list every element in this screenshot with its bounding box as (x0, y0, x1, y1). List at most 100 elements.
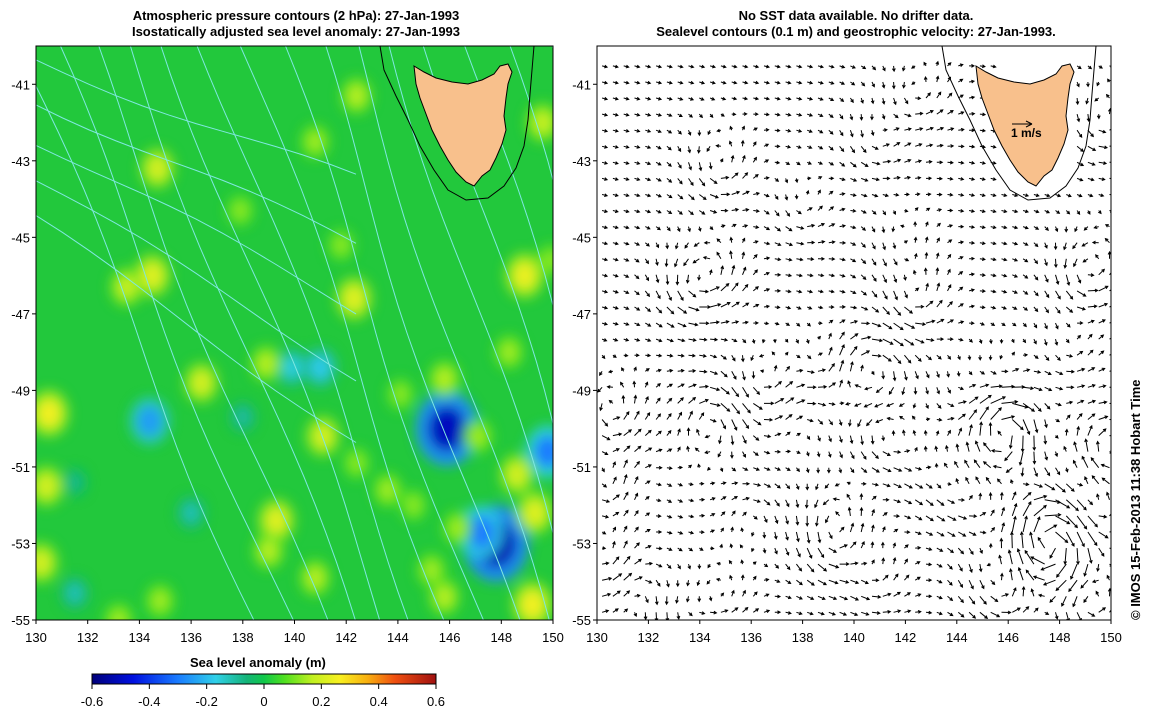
velocity-arrow-457 (740, 574, 745, 581)
velocity-arrow-651 (796, 273, 803, 278)
velocity-arrow-1212 (969, 256, 976, 261)
velocity-arrow-702 (817, 579, 828, 586)
velocity-arrow-911 (882, 592, 892, 597)
left-lon-tick-0: 130 (25, 630, 47, 645)
velocity-arrow-1209 (969, 304, 976, 309)
velocity-arrow-448 (730, 154, 735, 163)
velocity-arrow-661 (796, 113, 803, 117)
velocity-arrow-991 (902, 429, 906, 436)
velocity-arrow-823 (850, 320, 859, 324)
velocity-arrow-1097 (936, 417, 943, 422)
velocity-arrow-8 (601, 483, 608, 488)
velocity-arrow-1404 (1037, 593, 1045, 598)
right-lon-tick-9: 148 (1049, 630, 1071, 645)
velocity-arrow-434 (731, 387, 740, 398)
velocity-arrow-153 (644, 395, 649, 404)
velocity-arrow-704 (817, 547, 825, 559)
velocity-arrow-501 (752, 435, 760, 441)
velocity-arrow-499 (753, 467, 760, 471)
velocity-arrow-1583 (1098, 145, 1109, 150)
velocity-arrow-659 (796, 145, 802, 149)
velocity-arrow-1154 (947, 62, 952, 67)
velocity-arrow-728 (817, 161, 824, 165)
velocity-arrow-715 (817, 368, 827, 373)
velocity-arrow-1316 (1001, 273, 1008, 278)
velocity-arrow-1197 (968, 494, 973, 501)
velocity-arrow-120 (633, 366, 637, 372)
velocity-arrow-390 (720, 527, 724, 533)
velocity-arrow-358 (709, 481, 716, 486)
velocity-arrow-986 (904, 515, 912, 520)
velocity-arrow-211 (664, 596, 669, 606)
velocity-arrow-873 (860, 81, 866, 87)
velocity-arrow-322 (699, 497, 706, 502)
velocity-arrow-677 (807, 418, 814, 423)
velocity-arrow-768 (828, 81, 835, 85)
velocity-arrow-1435 (1055, 531, 1069, 544)
velocity-arrow-212 (666, 580, 670, 588)
velocity-arrow-686 (807, 273, 814, 278)
velocity-arrow-1515 (1076, 113, 1081, 123)
velocity-arrow-1139 (947, 301, 953, 308)
velocity-arrow-1405 (1032, 575, 1045, 581)
velocity-arrow-1487 (1070, 563, 1078, 580)
velocity-arrow-798 (839, 161, 846, 167)
velocity-arrow-657 (794, 178, 799, 184)
anomaly-core-4 (137, 406, 162, 436)
velocity-arrow-482 (742, 172, 749, 179)
velocity-arrow-432 (731, 419, 738, 431)
velocity-arrow-1101 (936, 354, 942, 360)
velocity-arrow-419 (720, 64, 727, 69)
velocity-arrow-1558 (1098, 547, 1105, 557)
velocity-arrow-435 (731, 371, 737, 380)
velocity-arrow-1466 (1065, 467, 1069, 473)
velocity-arrow-269 (676, 226, 681, 233)
velocity-arrow-1482 (1065, 210, 1071, 215)
velocity-arrow-1465 (1065, 483, 1075, 492)
left-lon-tick-9: 148 (490, 630, 512, 645)
velocity-arrow-1416 (1044, 403, 1051, 410)
velocity-arrow-672 (804, 499, 809, 509)
velocity-arrow-185 (655, 448, 663, 453)
right-lon-tick-4: 138 (792, 630, 814, 645)
velocity-arrow-884 (871, 467, 880, 473)
velocity-arrow-1002 (904, 257, 910, 262)
velocity-arrow-1504 (1076, 290, 1087, 297)
velocity-arrow-503 (753, 402, 763, 410)
velocity-arrow-1283 (990, 241, 997, 246)
velocity-arrow-1240 (979, 370, 986, 375)
velocity-arrow-1366 (1022, 338, 1027, 344)
velocity-arrow-1336 (1012, 385, 1026, 389)
velocity-arrow-744 (826, 467, 831, 474)
velocity-arrow-149 (645, 464, 652, 469)
velocity-arrow-504 (752, 386, 761, 395)
velocity-arrow-483 (742, 154, 746, 163)
velocity-arrow-578 (774, 321, 780, 326)
velocity-arrow-955 (893, 450, 902, 454)
velocity-arrow-579 (774, 305, 781, 310)
velocity-arrow-38 (612, 556, 620, 565)
velocity-arrow-1130 (945, 444, 949, 452)
velocity-arrow-550 (763, 210, 770, 215)
velocity-arrow-266 (675, 274, 680, 286)
velocity-arrow-1171 (957, 355, 961, 361)
velocity-arrow-1311 (999, 355, 1003, 360)
velocity-arrow-1349 (1022, 606, 1030, 613)
velocity-arrow-35 (612, 608, 619, 613)
velocity-arrow-1490 (1076, 515, 1088, 530)
anomaly-core-27 (542, 250, 553, 271)
velocity-arrow-628 (785, 80, 792, 85)
velocity-arrow-283 (687, 563, 691, 570)
velocity-arrow-4 (602, 546, 607, 550)
velocity-arrow-1160 (958, 531, 967, 537)
velocity-arrow-771 (839, 595, 849, 601)
velocity-arrow-699 (807, 64, 814, 69)
velocity-arrow-629 (785, 64, 792, 69)
velocity-arrow-606 (785, 431, 791, 436)
velocity-arrow-79 (623, 459, 628, 468)
velocity-arrow-718 (817, 321, 823, 326)
velocity-arrow-1167 (957, 413, 966, 420)
velocity-arrow-1295 (1001, 610, 1012, 615)
velocity-arrow-14 (597, 386, 603, 393)
velocity-arrow-330 (699, 369, 708, 374)
